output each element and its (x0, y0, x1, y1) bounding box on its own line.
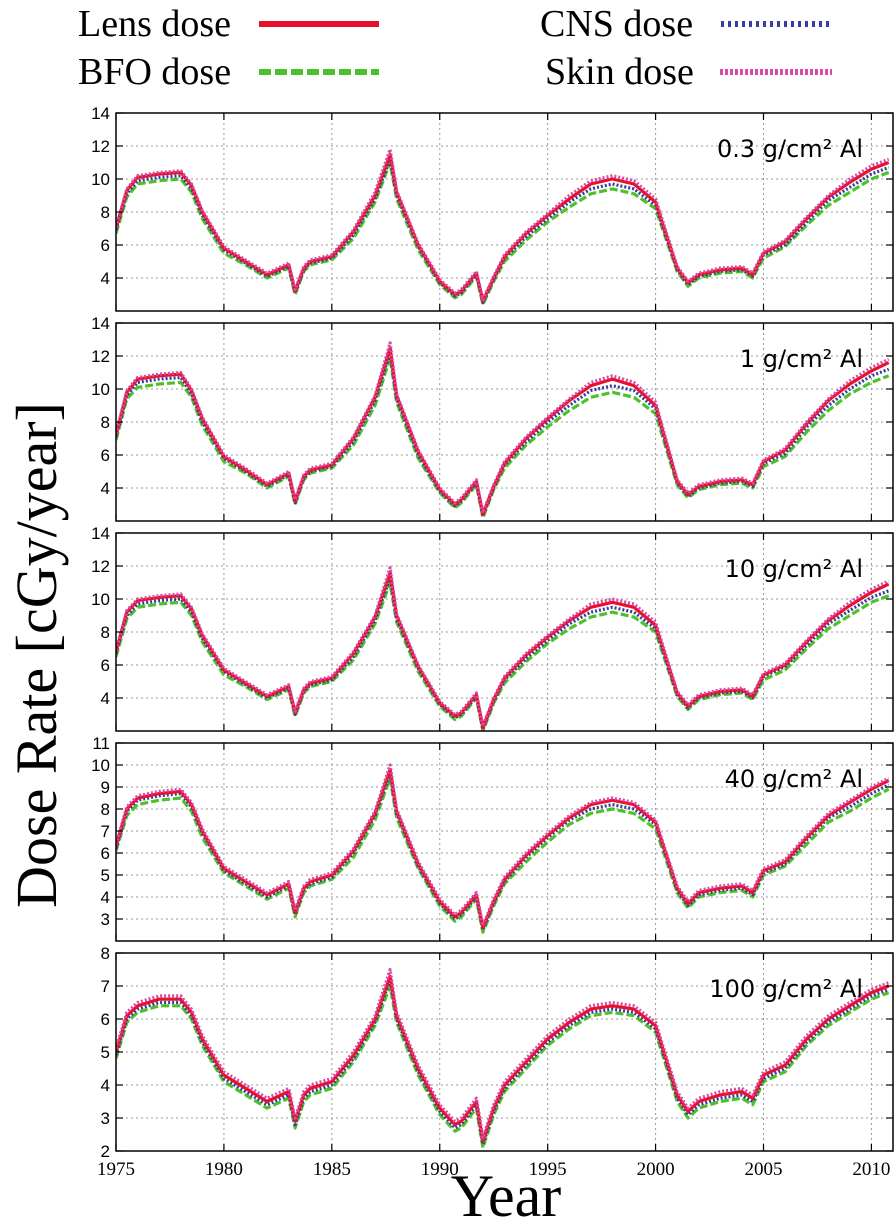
legend-item-bfo: BFO dose (78, 50, 380, 94)
y-tick-label: 4 (101, 269, 110, 288)
series-line-cns-dose (116, 157, 890, 305)
y-tick-label: 10 (91, 170, 110, 189)
series-line-bfo-dose (116, 776, 890, 934)
panel-annotation: 1 g/cm² Al (740, 345, 863, 373)
x-tick-label: 2000 (637, 1159, 675, 1180)
y-tick-label: 8 (101, 203, 110, 222)
panel-annotation: 100 g/cm² Al (709, 975, 863, 1003)
legend-item-cns: CNS dose (540, 2, 834, 46)
y-tick-label: 6 (101, 446, 110, 465)
legend: Lens dose BFO dose CNS dose Skin dose (0, 0, 896, 110)
series-line-skin-dose (116, 967, 890, 1140)
series-line-skin-dose (116, 565, 890, 728)
series-line-lens-dose (116, 767, 890, 930)
y-tick-label: 6 (101, 236, 110, 255)
y-tick-label: 10 (91, 756, 110, 775)
legend-swatch-lens (259, 21, 380, 27)
legend-label-bfo: BFO dose (78, 51, 232, 93)
legend-item-skin: Skin dose (545, 50, 832, 94)
series-line-cns-dose (116, 772, 890, 932)
x-tick-label: 1990 (421, 1159, 459, 1180)
legend-label-lens: Lens dose (78, 3, 232, 45)
series-line-skin-dose (116, 763, 890, 928)
y-tick-label: 4 (101, 479, 110, 498)
y-tick-label: 10 (91, 590, 110, 609)
y-tick-label: 7 (101, 977, 110, 996)
series-line-bfo-dose (116, 160, 890, 306)
y-tick-label: 4 (101, 689, 110, 708)
y-tick-label: 12 (91, 557, 110, 576)
panel-annotation: 40 g/cm² Al (725, 765, 863, 793)
y-tick-label: 2 (101, 1142, 110, 1161)
y-tick-label: 6 (101, 656, 110, 675)
x-tick-label: 2010 (852, 1159, 890, 1180)
panel-2: 4 6 8 10 12 14 10 g/cm² Al (91, 524, 894, 732)
legend-label-skin: Skin dose (545, 51, 694, 93)
y-tick-label: 7 (101, 822, 110, 841)
panel-frame (115, 742, 894, 942)
y-tick-label: 10 (91, 380, 110, 399)
series-line-lens-dose (116, 570, 890, 730)
y-tick-label: 14 (91, 314, 110, 333)
panel-3: 3 4 5 6 7 8 9 10 11 40 g/cm² Al (91, 734, 894, 942)
y-tick-label: 3 (101, 910, 110, 929)
legend-swatch-bfo (259, 69, 380, 75)
panel-annotation: 0.3 g/cm² Al (717, 135, 863, 163)
y-tick-label: 5 (101, 1043, 110, 1062)
y-tick-label: 4 (101, 888, 110, 907)
y-tick-label: 3 (101, 1109, 110, 1128)
legend-label-cns: CNS dose (540, 3, 694, 45)
x-tick-label: 1995 (529, 1159, 567, 1180)
y-tick-label: 6 (101, 1010, 110, 1029)
series-line-skin-dose (116, 147, 890, 301)
panel-4: 2 3 4 5 6 7 8 1975 1980 1985 1990 1995 2000 2005 2010 1… (97, 944, 894, 1180)
y-tick-label: 12 (91, 137, 110, 156)
y-tick-label: 6 (101, 844, 110, 863)
series-line-skin-dose (116, 341, 890, 515)
y-tick-label: 5 (101, 866, 110, 885)
panel-0: 4 6 8 10 12 14 0.3 g/cm² Al (91, 104, 894, 312)
y-tick-label: 11 (92, 734, 110, 753)
y-tick-label: 8 (101, 944, 110, 963)
series-line-bfo-dose (116, 580, 890, 731)
y-tick-label: 8 (101, 623, 110, 642)
series-line-bfo-dose (116, 356, 890, 520)
y-tick-label: 8 (101, 413, 110, 432)
y-tick-label: 14 (91, 104, 110, 123)
y-tick-label: 14 (91, 524, 110, 543)
y-tick-label: 4 (101, 1076, 110, 1095)
y-tick-label: 8 (101, 800, 110, 819)
y-tick-label: 12 (91, 347, 110, 366)
legend-swatch-skin (719, 69, 832, 75)
x-tick-label: 2005 (745, 1159, 783, 1180)
series-line-cns-dose (116, 575, 890, 731)
panel-1: 4 6 8 10 12 14 1 g/cm² Al (91, 314, 894, 522)
series-line-lens-dose (116, 152, 890, 303)
legend-swatch-cns (721, 21, 834, 27)
x-tick-label: 1980 (205, 1159, 243, 1180)
x-tick-label: 1985 (313, 1159, 351, 1180)
series-line-cns-dose (116, 977, 890, 1147)
x-tick-label: 1975 (97, 1159, 135, 1180)
legend-item-lens: Lens dose (78, 2, 380, 46)
x-axis-label: Year (451, 1163, 562, 1222)
panel-annotation: 10 g/cm² Al (725, 555, 863, 583)
y-axis-label: Dose Rate [cGy/year] (4, 402, 69, 908)
series-line-cns-dose (116, 351, 890, 518)
y-tick-label: 9 (101, 778, 110, 797)
